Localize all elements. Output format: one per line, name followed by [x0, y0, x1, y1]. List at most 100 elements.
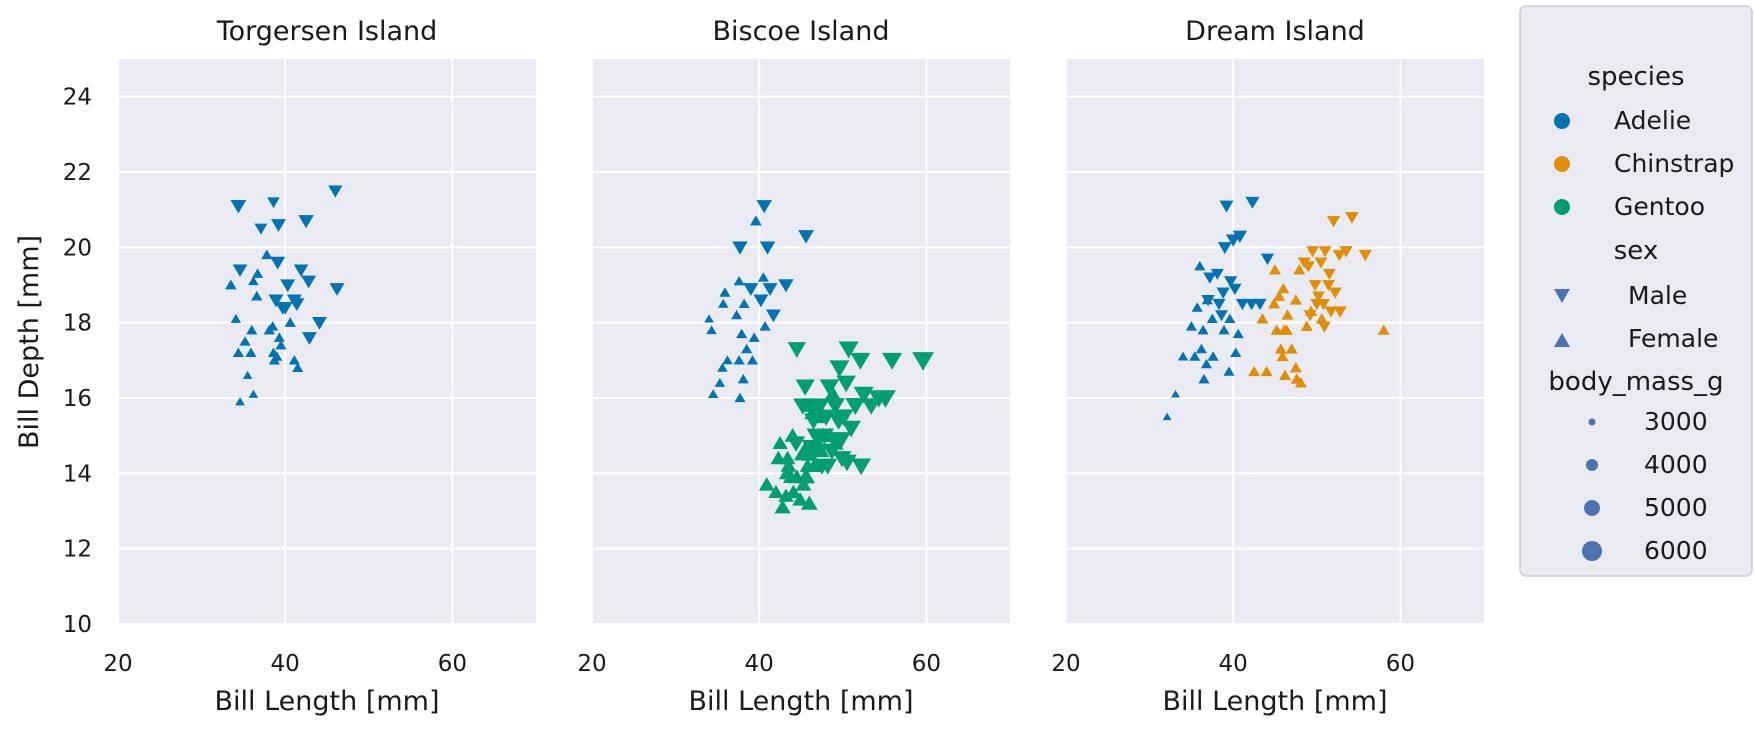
data-point-chinstrap-female — [1268, 298, 1281, 309]
legend: species Adelie Chinstrap Gentoo sex Male… — [1519, 5, 1753, 577]
data-point-adelie-female — [1171, 390, 1180, 398]
data-point-gentoo-male — [793, 398, 813, 415]
data-point-adelie-female — [1194, 260, 1206, 271]
data-point-adelie-female — [248, 276, 259, 286]
data-point-chinstrap-female — [1277, 283, 1290, 294]
data-point-adelie-male — [756, 200, 772, 214]
data-point-chinstrap-male — [1322, 280, 1335, 292]
data-point-chinstrap-female — [1300, 320, 1313, 331]
y-tick-label: 10 — [63, 612, 92, 638]
data-point-adelie-male — [1245, 298, 1259, 311]
data-point-gentoo-male — [836, 375, 856, 393]
data-point-adelie-female — [225, 279, 237, 290]
data-point-adelie-female — [1198, 373, 1210, 384]
data-point-adelie-female — [251, 290, 263, 301]
data-point-adelie-male — [1235, 298, 1249, 311]
data-point-gentoo-male — [912, 352, 934, 371]
data-point-chinstrap-female — [1248, 365, 1261, 377]
data-point-adelie-male — [267, 197, 280, 209]
data-point-adelie-male — [230, 199, 247, 214]
data-point-chinstrap-male — [1333, 306, 1347, 318]
legend-mass-6000-marker — [1582, 541, 1602, 561]
data-point-gentoo-male — [845, 398, 866, 416]
data-point-chinstrap-male — [1306, 246, 1320, 258]
data-point-chinstrap-male — [1317, 321, 1331, 333]
data-point-adelie-male — [275, 301, 291, 315]
data-point-adelie-female — [737, 373, 749, 384]
data-point-adelie-female — [750, 215, 762, 226]
data-point-adelie-female — [1191, 302, 1203, 312]
data-point-adelie-male — [293, 264, 309, 277]
data-point-gentoo-female — [803, 397, 821, 412]
data-point-adelie-male — [1245, 196, 1260, 209]
data-point-adelie-male — [743, 283, 759, 296]
data-point-adelie-male — [271, 219, 287, 232]
data-point-adelie-female — [741, 343, 753, 354]
y-axis-label: Bill Depth [mm] — [14, 235, 45, 449]
data-point-adelie-male — [1216, 287, 1230, 299]
panel-background — [118, 59, 536, 624]
data-point-adelie-male — [1260, 253, 1275, 265]
data-point-gentoo-male — [850, 352, 871, 370]
y-tick-label: 20 — [63, 235, 92, 261]
legend-male-label: Male — [1628, 281, 1687, 310]
data-point-gentoo-male — [831, 432, 851, 449]
data-point-adelie-female — [733, 355, 745, 365]
data-point-chinstrap-male — [1339, 246, 1353, 258]
data-point-chinstrap-male — [1345, 212, 1359, 224]
data-point-adelie-male — [765, 309, 781, 323]
data-point-adelie-male — [1228, 283, 1242, 296]
data-point-adelie-male — [1212, 298, 1226, 311]
data-point-adelie-male — [329, 283, 345, 296]
data-point-gentoo-female — [806, 457, 823, 473]
data-point-adelie-female — [230, 313, 242, 323]
legend-mass-3000-label: 3000 — [1644, 407, 1708, 436]
legend-sex-title: sex — [1614, 236, 1658, 266]
data-point-chinstrap-male — [1324, 306, 1338, 318]
data-point-adelie-female — [722, 355, 733, 365]
legend-female-label: Female — [1628, 324, 1718, 353]
data-point-adelie-female — [738, 298, 750, 308]
data-point-chinstrap-male — [1297, 257, 1311, 269]
data-point-adelie-female — [759, 321, 771, 331]
data-point-gentoo-male — [882, 352, 903, 370]
data-point-chinstrap-female — [1256, 313, 1269, 324]
data-point-gentoo-male — [853, 386, 874, 404]
data-point-adelie-male — [1253, 298, 1267, 311]
data-point-adelie-female — [734, 392, 746, 403]
data-point-adelie-female — [736, 328, 748, 339]
y-tick-label: 12 — [63, 537, 92, 563]
data-point-chinstrap-male — [1314, 257, 1328, 269]
data-point-chinstrap-female — [1268, 264, 1282, 275]
legend-gentoo-label: Gentoo — [1614, 192, 1705, 221]
legend-adelie-label: Adelie — [1614, 106, 1691, 135]
data-point-adelie-male — [1232, 230, 1248, 243]
data-point-gentoo-female — [815, 427, 832, 442]
data-point-adelie-male — [289, 298, 305, 311]
panels: Torgersen Island 20 40 60 Bill Length [mm] 10… — [63, 16, 1484, 717]
data-point-gentoo-male — [875, 390, 896, 408]
data-point-chinstrap-female — [1285, 343, 1298, 354]
data-point-adelie-female — [1189, 351, 1201, 361]
panel-0: Torgersen Island 20 40 60 Bill Length [mm] 10… — [63, 16, 536, 717]
data-point-adelie-female — [261, 249, 273, 260]
data-point-gentoo-male — [828, 413, 849, 430]
data-point-chinstrap-female — [1315, 313, 1328, 324]
data-point-adelie-male — [268, 294, 284, 308]
data-point-adelie-male — [1210, 268, 1224, 280]
data-point-adelie-male — [311, 317, 327, 330]
data-point-adelie-female — [1218, 324, 1230, 335]
data-point-adelie-female — [284, 317, 296, 327]
data-point-adelie-male — [270, 256, 286, 270]
data-point-adelie-female — [1185, 321, 1197, 331]
data-point-gentoo-male — [838, 341, 859, 359]
data-point-adelie-female — [1207, 351, 1219, 361]
data-point-chinstrap-male — [1328, 287, 1342, 299]
legend-mass-6000-label: 6000 — [1644, 536, 1708, 565]
data-point-adelie-female — [242, 370, 253, 380]
data-point-adelie-male — [1225, 234, 1241, 247]
data-point-adelie-female — [248, 389, 259, 398]
data-point-adelie-female — [288, 355, 300, 365]
data-point-adelie-male — [759, 241, 776, 255]
data-point-adelie-male — [798, 230, 814, 244]
